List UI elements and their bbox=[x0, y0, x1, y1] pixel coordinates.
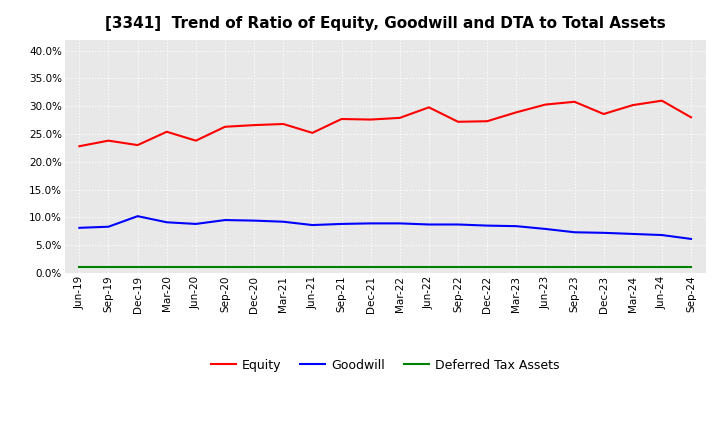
Deferred Tax Assets bbox=[657, 264, 666, 270]
Deferred Tax Assets bbox=[395, 264, 404, 270]
Goodwill bbox=[512, 224, 521, 229]
Deferred Tax Assets bbox=[337, 264, 346, 270]
Goodwill bbox=[133, 213, 142, 219]
Deferred Tax Assets bbox=[454, 264, 462, 270]
Goodwill bbox=[250, 218, 258, 223]
Equity bbox=[337, 116, 346, 121]
Deferred Tax Assets bbox=[220, 264, 229, 270]
Goodwill bbox=[687, 236, 696, 242]
Legend: Equity, Goodwill, Deferred Tax Assets: Equity, Goodwill, Deferred Tax Assets bbox=[206, 354, 564, 377]
Goodwill bbox=[366, 221, 375, 226]
Goodwill bbox=[279, 219, 287, 224]
Equity bbox=[366, 117, 375, 122]
Equity bbox=[163, 129, 171, 134]
Deferred Tax Assets bbox=[512, 264, 521, 270]
Equity bbox=[308, 130, 317, 136]
Deferred Tax Assets bbox=[366, 264, 375, 270]
Deferred Tax Assets bbox=[599, 264, 608, 270]
Goodwill bbox=[75, 225, 84, 231]
Equity bbox=[133, 143, 142, 148]
Deferred Tax Assets bbox=[75, 264, 84, 270]
Deferred Tax Assets bbox=[570, 264, 579, 270]
Deferred Tax Assets bbox=[104, 264, 113, 270]
Equity bbox=[75, 143, 84, 149]
Goodwill bbox=[337, 221, 346, 227]
Deferred Tax Assets bbox=[192, 264, 200, 270]
Equity bbox=[599, 111, 608, 117]
Deferred Tax Assets bbox=[308, 264, 317, 270]
Deferred Tax Assets bbox=[163, 264, 171, 270]
Goodwill bbox=[657, 232, 666, 238]
Equity bbox=[220, 124, 229, 129]
Line: Equity: Equity bbox=[79, 101, 691, 146]
Deferred Tax Assets bbox=[483, 264, 492, 270]
Deferred Tax Assets bbox=[541, 264, 550, 270]
Title: [3341]  Trend of Ratio of Equity, Goodwill and DTA to Total Assets: [3341] Trend of Ratio of Equity, Goodwil… bbox=[105, 16, 665, 32]
Goodwill bbox=[163, 220, 171, 225]
Goodwill bbox=[483, 223, 492, 228]
Equity bbox=[192, 138, 200, 143]
Equity bbox=[541, 102, 550, 107]
Equity bbox=[570, 99, 579, 104]
Equity bbox=[250, 122, 258, 128]
Deferred Tax Assets bbox=[629, 264, 637, 270]
Equity bbox=[657, 98, 666, 103]
Goodwill bbox=[454, 222, 462, 227]
Goodwill bbox=[308, 222, 317, 227]
Goodwill bbox=[541, 226, 550, 231]
Equity bbox=[512, 110, 521, 115]
Equity bbox=[629, 103, 637, 108]
Equity bbox=[454, 119, 462, 125]
Goodwill bbox=[104, 224, 113, 229]
Deferred Tax Assets bbox=[250, 264, 258, 270]
Deferred Tax Assets bbox=[133, 264, 142, 270]
Deferred Tax Assets bbox=[687, 264, 696, 270]
Equity bbox=[279, 121, 287, 127]
Equity bbox=[425, 105, 433, 110]
Goodwill bbox=[192, 221, 200, 227]
Goodwill bbox=[629, 231, 637, 237]
Goodwill bbox=[570, 230, 579, 235]
Equity bbox=[395, 115, 404, 121]
Goodwill bbox=[395, 221, 404, 226]
Equity bbox=[104, 138, 113, 143]
Goodwill bbox=[425, 222, 433, 227]
Deferred Tax Assets bbox=[279, 264, 287, 270]
Goodwill bbox=[220, 217, 229, 223]
Line: Goodwill: Goodwill bbox=[79, 216, 691, 239]
Goodwill bbox=[599, 230, 608, 235]
Equity bbox=[687, 115, 696, 120]
Deferred Tax Assets bbox=[425, 264, 433, 270]
Equity bbox=[483, 118, 492, 124]
